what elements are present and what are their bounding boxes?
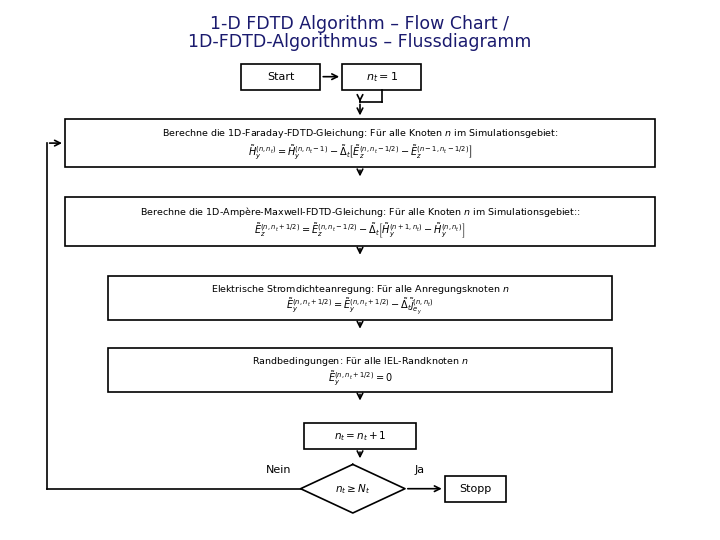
Text: $\tilde{E}_z^{(n,n_t+1/2)} = \tilde{E}_z^{(n,n_t-1/2)} - \tilde{\Delta}_t\left[\: $\tilde{E}_z^{(n,n_t+1/2)} = \tilde{E}_z… <box>254 222 466 240</box>
FancyBboxPatch shape <box>65 119 655 167</box>
Text: $\tilde{E}_y^{(n,n_t+1/2)} = \tilde{E}_y^{(n,n_t+1/2)} - \tilde{\Delta}_t\tilde{: $\tilde{E}_y^{(n,n_t+1/2)} = \tilde{E}_y… <box>286 296 434 317</box>
Text: Start: Start <box>267 72 294 82</box>
Text: 1D-FDTD-Algorithmus – Flussdiagramm: 1D-FDTD-Algorithmus – Flussdiagramm <box>189 33 531 51</box>
Text: Ja: Ja <box>414 465 425 475</box>
Text: $n_t = n_t + 1$: $n_t = n_t + 1$ <box>333 429 387 443</box>
FancyBboxPatch shape <box>342 64 421 90</box>
Polygon shape <box>301 464 405 513</box>
Text: Elektrische Stromdichteanregung: Für alle Anregungsknoten $n$: Elektrische Stromdichteanregung: Für all… <box>211 283 509 296</box>
Text: Nein: Nein <box>266 465 292 475</box>
FancyBboxPatch shape <box>304 423 416 449</box>
FancyBboxPatch shape <box>65 197 655 246</box>
Text: $n_t \geq N_t$: $n_t \geq N_t$ <box>335 482 371 496</box>
Text: $n_t = 1$: $n_t = 1$ <box>366 70 397 84</box>
FancyBboxPatch shape <box>241 64 320 90</box>
FancyBboxPatch shape <box>108 348 612 392</box>
Text: Stopp: Stopp <box>459 484 491 494</box>
Text: 1-D FDTD Algorithm – Flow Chart /: 1-D FDTD Algorithm – Flow Chart / <box>210 15 510 33</box>
Text: Berechne die 1D-Faraday-FDTD-Gleichung: Für alle Knoten $n$ im Simulationsgebiet: Berechne die 1D-Faraday-FDTD-Gleichung: … <box>162 127 558 140</box>
Text: Berechne die 1D-Ampère-Maxwell-FDTD-Gleichung: Für alle Knoten $n$ im Simulation: Berechne die 1D-Ampère-Maxwell-FDTD-Glei… <box>140 205 580 219</box>
FancyBboxPatch shape <box>108 276 612 320</box>
Text: $\tilde{H}_y^{(n,n_t)} = \tilde{H}_y^{(n,n_t-1)} - \tilde{\Delta}_t\left[\tilde{: $\tilde{H}_y^{(n,n_t)} = \tilde{H}_y^{(n… <box>248 144 472 162</box>
FancyBboxPatch shape <box>445 476 505 502</box>
Text: $\tilde{E}_y^{(n,n_t+1/2)} = 0$: $\tilde{E}_y^{(n,n_t+1/2)} = 0$ <box>328 369 392 388</box>
Text: Randbedingungen: Für alle IEL-Randknoten $n$: Randbedingungen: Für alle IEL-Randknoten… <box>251 355 469 368</box>
